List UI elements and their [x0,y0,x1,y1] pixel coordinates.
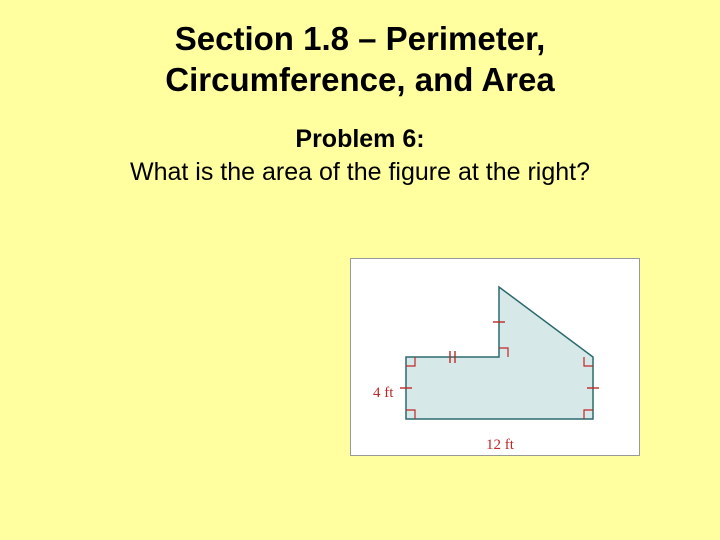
problem-label: Problem 6: [0,123,720,157]
dim-left: 4 ft [373,385,393,402]
dim-bottom: 12 ft [486,437,514,454]
figure-svg [351,259,641,457]
section-title: Section 1.8 – Perimeter, Circumference, … [0,0,720,101]
title-line-1: Section 1.8 – Perimeter, [0,18,720,59]
problem-question: What is the area of the figure at the ri… [0,156,720,190]
problem-text: Problem 6: What is the area of the figur… [0,123,720,191]
title-line-2: Circumference, and Area [0,59,720,100]
figure-container: 4 ft 12 ft [350,258,640,456]
